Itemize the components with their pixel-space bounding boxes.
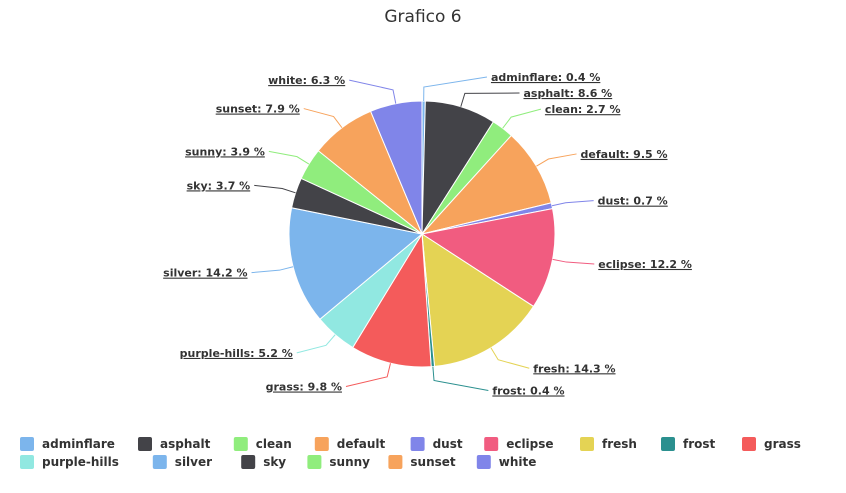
data-label-adminflare: adminflare: 0.4 % bbox=[491, 71, 600, 84]
connector-fresh bbox=[490, 347, 530, 369]
legend-label-grass: grass bbox=[764, 437, 801, 451]
connector-sunny bbox=[268, 150, 310, 165]
legend-item-sky[interactable]: sky bbox=[241, 455, 286, 469]
data-label-grass: grass: 9.8 % bbox=[266, 381, 342, 394]
legend-label-sunny: sunny bbox=[329, 455, 370, 469]
data-label-fresh: fresh: 14.3 % bbox=[533, 362, 615, 375]
slice-labels: adminflare: 0.4 % asphalt: 8.6 % clean: 2.… bbox=[163, 71, 692, 397]
legend-item-clean[interactable]: clean bbox=[233, 437, 292, 451]
legend-item-sunny[interactable]: sunny bbox=[307, 455, 370, 469]
data-label-eclipse: eclipse: 12.2 % bbox=[598, 258, 692, 271]
data-label-default: default: 9.5 % bbox=[581, 148, 668, 161]
legend-swatch-eclipse bbox=[484, 437, 499, 451]
connector-frost bbox=[432, 366, 489, 391]
legend-item-default[interactable]: default bbox=[314, 437, 386, 451]
connector-sunset bbox=[303, 108, 343, 129]
pie-slice-silver[interactable] bbox=[288, 207, 424, 320]
connector-clean bbox=[502, 108, 542, 129]
legend-label-sky: sky bbox=[263, 455, 286, 469]
connector-purple-hills bbox=[296, 334, 336, 354]
connector-asphalt bbox=[460, 92, 520, 107]
pie-slice-fresh[interactable] bbox=[421, 233, 535, 367]
pie-slice-eclipse[interactable] bbox=[420, 208, 556, 308]
legend-swatch-sunny bbox=[307, 455, 322, 469]
legend-swatch-white bbox=[476, 455, 491, 469]
legend-label-frost: frost bbox=[683, 437, 716, 451]
data-label-dust: dust: 0.7 % bbox=[598, 195, 668, 208]
data-label-sky: sky: 3.7 % bbox=[187, 179, 251, 192]
connector-adminflare bbox=[423, 76, 488, 102]
data-label-white: white: 6.3 % bbox=[268, 74, 345, 87]
legend-item-eclipse[interactable]: eclipse bbox=[484, 437, 554, 451]
legend-label-sunset: sunset bbox=[410, 455, 456, 469]
data-label-frost: frost: 0.4 % bbox=[492, 384, 564, 397]
pie-slice-default[interactable] bbox=[420, 134, 552, 235]
legend-item-white[interactable]: white bbox=[476, 455, 537, 469]
connector-eclipse bbox=[552, 258, 595, 265]
legend-label-silver: silver bbox=[175, 455, 212, 469]
legend-label-white: white bbox=[499, 455, 537, 469]
legend-swatch-asphalt bbox=[138, 437, 152, 451]
connector-sky bbox=[254, 184, 296, 194]
legend-swatch-sunset bbox=[388, 455, 403, 469]
legend-swatch-frost bbox=[661, 437, 675, 451]
legend-item-grass[interactable]: grass bbox=[742, 437, 801, 451]
legend-swatch-adminflare bbox=[20, 437, 34, 451]
pie-slice-grass[interactable] bbox=[352, 232, 432, 368]
legend-swatch-sky bbox=[241, 455, 256, 469]
legend-item-sunset[interactable]: sunset bbox=[388, 455, 456, 469]
legend-item-asphalt[interactable]: asphalt bbox=[138, 437, 211, 451]
data-label-asphalt: asphalt: 8.6 % bbox=[524, 87, 613, 100]
data-label-silver: silver: 14.2 % bbox=[163, 267, 247, 280]
legend-label-eclipse: eclipse bbox=[506, 437, 553, 451]
pie-slices bbox=[288, 100, 556, 368]
legend-label-adminflare: adminflare bbox=[42, 437, 115, 451]
connector-silver bbox=[251, 266, 294, 274]
connector-default bbox=[536, 153, 577, 167]
legend-label-dust: dust bbox=[433, 437, 463, 451]
legend-item-purple-hills[interactable]: purple-hills bbox=[20, 455, 119, 469]
data-label-sunny: sunny: 3.9 % bbox=[185, 145, 265, 158]
legend-swatch-default bbox=[314, 437, 329, 451]
data-label-purple-hills: purple-hills: 5.2 % bbox=[180, 347, 293, 360]
label-connectors bbox=[251, 76, 595, 391]
connector-dust bbox=[551, 200, 594, 207]
legend-label-default: default bbox=[337, 437, 386, 451]
connector-grass bbox=[345, 363, 391, 388]
legend-label-asphalt: asphalt bbox=[160, 437, 211, 451]
connector-white bbox=[349, 79, 397, 104]
legend-label-fresh: fresh bbox=[602, 437, 637, 451]
data-label-clean: clean: 2.7 % bbox=[545, 103, 621, 116]
legend-swatch-dust bbox=[410, 437, 425, 451]
legend-item-dust[interactable]: dust bbox=[410, 437, 463, 451]
legend-item-fresh[interactable]: fresh bbox=[580, 437, 637, 451]
legend-swatch-grass bbox=[742, 437, 756, 451]
legend-item-adminflare[interactable]: adminflare bbox=[20, 437, 115, 451]
legend: adminflare asphalt clean default dust eclipse… bbox=[20, 437, 801, 469]
legend-swatch-purple-hills bbox=[20, 455, 34, 469]
legend-item-frost[interactable]: frost bbox=[661, 437, 716, 451]
chart-title: Grafico 6 bbox=[384, 7, 461, 27]
legend-item-silver[interactable]: silver bbox=[152, 455, 212, 469]
legend-swatch-fresh bbox=[580, 437, 594, 451]
legend-swatch-clean bbox=[233, 437, 248, 451]
legend-label-purple-hills: purple-hills bbox=[42, 455, 119, 469]
legend-swatch-silver bbox=[152, 455, 167, 469]
data-label-sunset: sunset: 7.9 % bbox=[216, 103, 300, 116]
legend-label-clean: clean bbox=[256, 437, 292, 451]
